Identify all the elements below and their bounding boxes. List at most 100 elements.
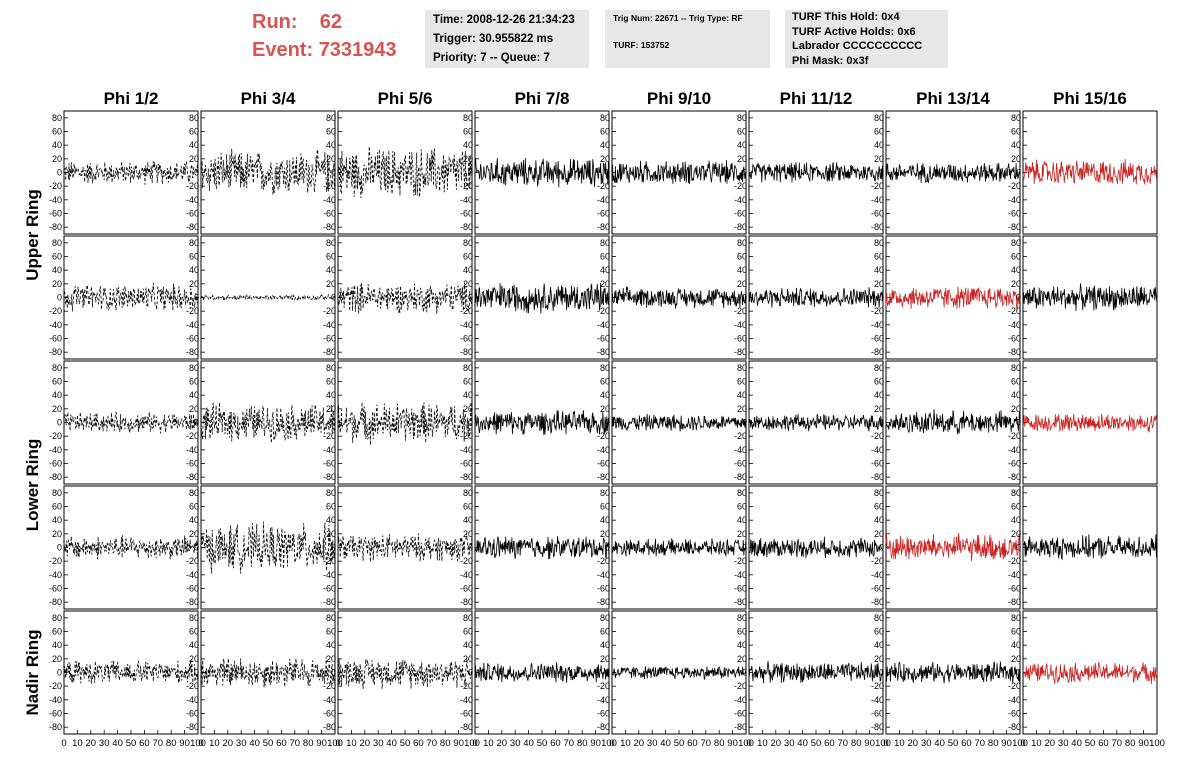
x-tick-label: 100 <box>875 738 891 749</box>
y-tick-label: -60 <box>734 584 747 594</box>
x-tick-label: 70 <box>153 738 164 749</box>
y-tick-label: -40 <box>734 570 747 580</box>
x-tick-label: 20 <box>1045 738 1056 749</box>
y-tick-label: 20 <box>463 529 473 539</box>
y-tick-label: 80 <box>326 113 336 123</box>
y-tick-label: 60 <box>189 252 199 262</box>
y-tick-label: -60 <box>734 334 747 344</box>
y-tick-label: 0 <box>331 293 336 303</box>
y-tick-label: 80 <box>189 113 199 123</box>
y-tick-label: -40 <box>597 445 610 455</box>
waveform-trace <box>63 411 199 434</box>
y-tick-label: -80 <box>597 472 610 482</box>
y-tick-label: 40 <box>1011 265 1021 275</box>
y-tick-label: -80 <box>323 222 336 232</box>
x-tick-label: 30 <box>1058 738 1069 749</box>
y-tick-label: -20 <box>186 681 199 691</box>
y-tick-label: 80 <box>463 113 473 123</box>
x-tick-label: 90 <box>1001 738 1012 749</box>
y-tick-label: 80 <box>737 113 747 123</box>
x-tick-label: 80 <box>714 738 725 749</box>
x-tick-label: 70 <box>564 738 575 749</box>
y-tick-label: -60 <box>460 209 473 219</box>
y-tick-label: 80 <box>1011 613 1021 623</box>
waveform-trace <box>474 410 610 435</box>
column-header: Phi 11/12 <box>780 89 853 108</box>
y-tick-label: -40 <box>460 445 473 455</box>
y-tick-label: 20 <box>1011 654 1021 664</box>
x-tick-label: 0 <box>198 738 203 749</box>
panel-frame <box>63 485 199 610</box>
y-tick-label: 0 <box>468 168 473 178</box>
y-tick-label: 20 <box>874 654 884 664</box>
column-header: Phi 7/8 <box>515 89 570 108</box>
y-tick-label: 0 <box>57 293 62 303</box>
y-tick-label: -60 <box>1008 209 1021 219</box>
x-tick-label: 30 <box>784 738 795 749</box>
y-tick-label: 0 <box>57 418 62 428</box>
x-tick-label: 50 <box>1085 738 1096 749</box>
x-tick-label: 50 <box>674 738 685 749</box>
y-tick-label: 0 <box>57 168 62 178</box>
y-tick-label: 60 <box>737 127 747 137</box>
y-tick-label: -20 <box>323 181 336 191</box>
y-tick-label: -20 <box>597 181 610 191</box>
y-tick-label: -60 <box>871 459 884 469</box>
y-tick-label: 80 <box>737 613 747 623</box>
y-tick-label: 20 <box>737 279 747 289</box>
y-tick-label: 80 <box>189 238 199 248</box>
y-tick-label: 80 <box>1011 488 1021 498</box>
x-tick-label: 10 <box>346 738 357 749</box>
y-tick-label: 40 <box>737 640 747 650</box>
panel-frame <box>337 485 473 610</box>
y-tick-label: 60 <box>1011 127 1021 137</box>
y-tick-label: 80 <box>1011 238 1021 248</box>
y-tick-label: 80 <box>874 613 884 623</box>
x-tick-label: 10 <box>757 738 768 749</box>
y-tick-label: 40 <box>600 640 610 650</box>
waveform-trace <box>611 538 747 558</box>
x-tick-label: 70 <box>1112 738 1123 749</box>
y-tick-label: 40 <box>463 515 473 525</box>
y-tick-label: 0 <box>605 543 610 553</box>
y-tick-label: 60 <box>463 502 473 512</box>
y-tick-label: -20 <box>871 431 884 441</box>
y-tick-label: -40 <box>49 695 62 705</box>
y-tick-label: 80 <box>52 363 62 373</box>
y-tick-label: 0 <box>194 668 199 678</box>
y-tick-label: 60 <box>189 377 199 387</box>
y-tick-label: 80 <box>600 613 610 623</box>
y-tick-label: -20 <box>186 431 199 441</box>
y-tick-label: -40 <box>871 695 884 705</box>
waveform-trace <box>337 146 473 199</box>
y-tick-label: -20 <box>871 181 884 191</box>
y-tick-label: 60 <box>874 127 884 137</box>
panel-frame <box>337 235 473 360</box>
trig-num-box: Trig Num: 22671 -- Trig Type: RF TURF: 1… <box>605 10 770 68</box>
y-tick-label: -40 <box>734 695 747 705</box>
y-tick-label: 0 <box>879 668 884 678</box>
y-tick-label: -20 <box>597 306 610 316</box>
y-tick-label: 60 <box>326 127 336 137</box>
y-tick-label: -60 <box>871 709 884 719</box>
y-tick-label: 0 <box>1016 293 1021 303</box>
x-tick-label: 70 <box>838 738 849 749</box>
event-value: 7331943 <box>318 39 397 61</box>
y-tick-label: -40 <box>49 320 62 330</box>
y-tick-label: 80 <box>326 488 336 498</box>
x-tick-label: 20 <box>771 738 782 749</box>
y-tick-label: -20 <box>1008 556 1021 566</box>
x-tick-label: 0 <box>746 738 751 749</box>
y-tick-label: 80 <box>463 488 473 498</box>
waveform-trace <box>200 521 336 574</box>
y-tick-label: 60 <box>326 627 336 637</box>
y-tick-label: 60 <box>600 502 610 512</box>
x-tick-label: 20 <box>497 738 508 749</box>
y-tick-label: -40 <box>734 195 747 205</box>
x-tick-label: 80 <box>851 738 862 749</box>
y-tick-label: 60 <box>326 502 336 512</box>
y-tick-label: 0 <box>194 293 199 303</box>
y-tick-label: 60 <box>737 502 747 512</box>
y-tick-label: 80 <box>600 488 610 498</box>
y-tick-label: -20 <box>460 181 473 191</box>
